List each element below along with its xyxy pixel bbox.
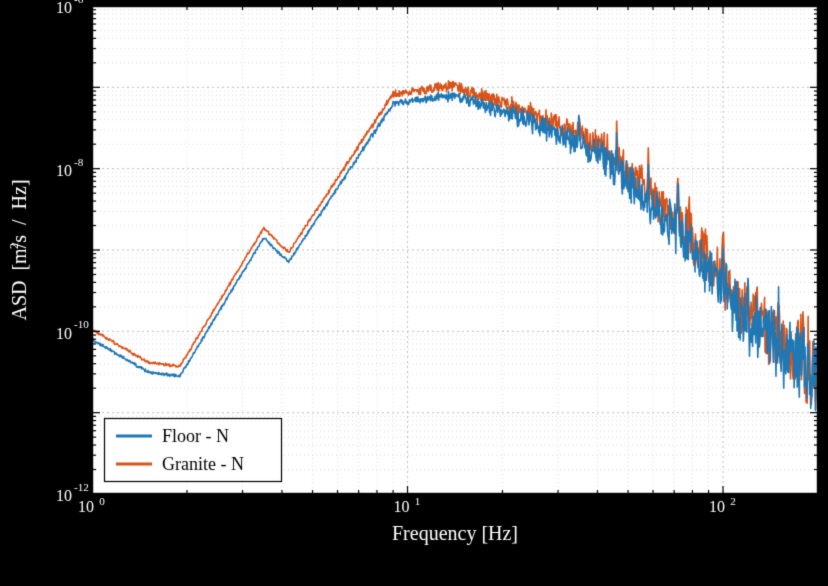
asd-spectrum-chart bbox=[0, 0, 828, 586]
